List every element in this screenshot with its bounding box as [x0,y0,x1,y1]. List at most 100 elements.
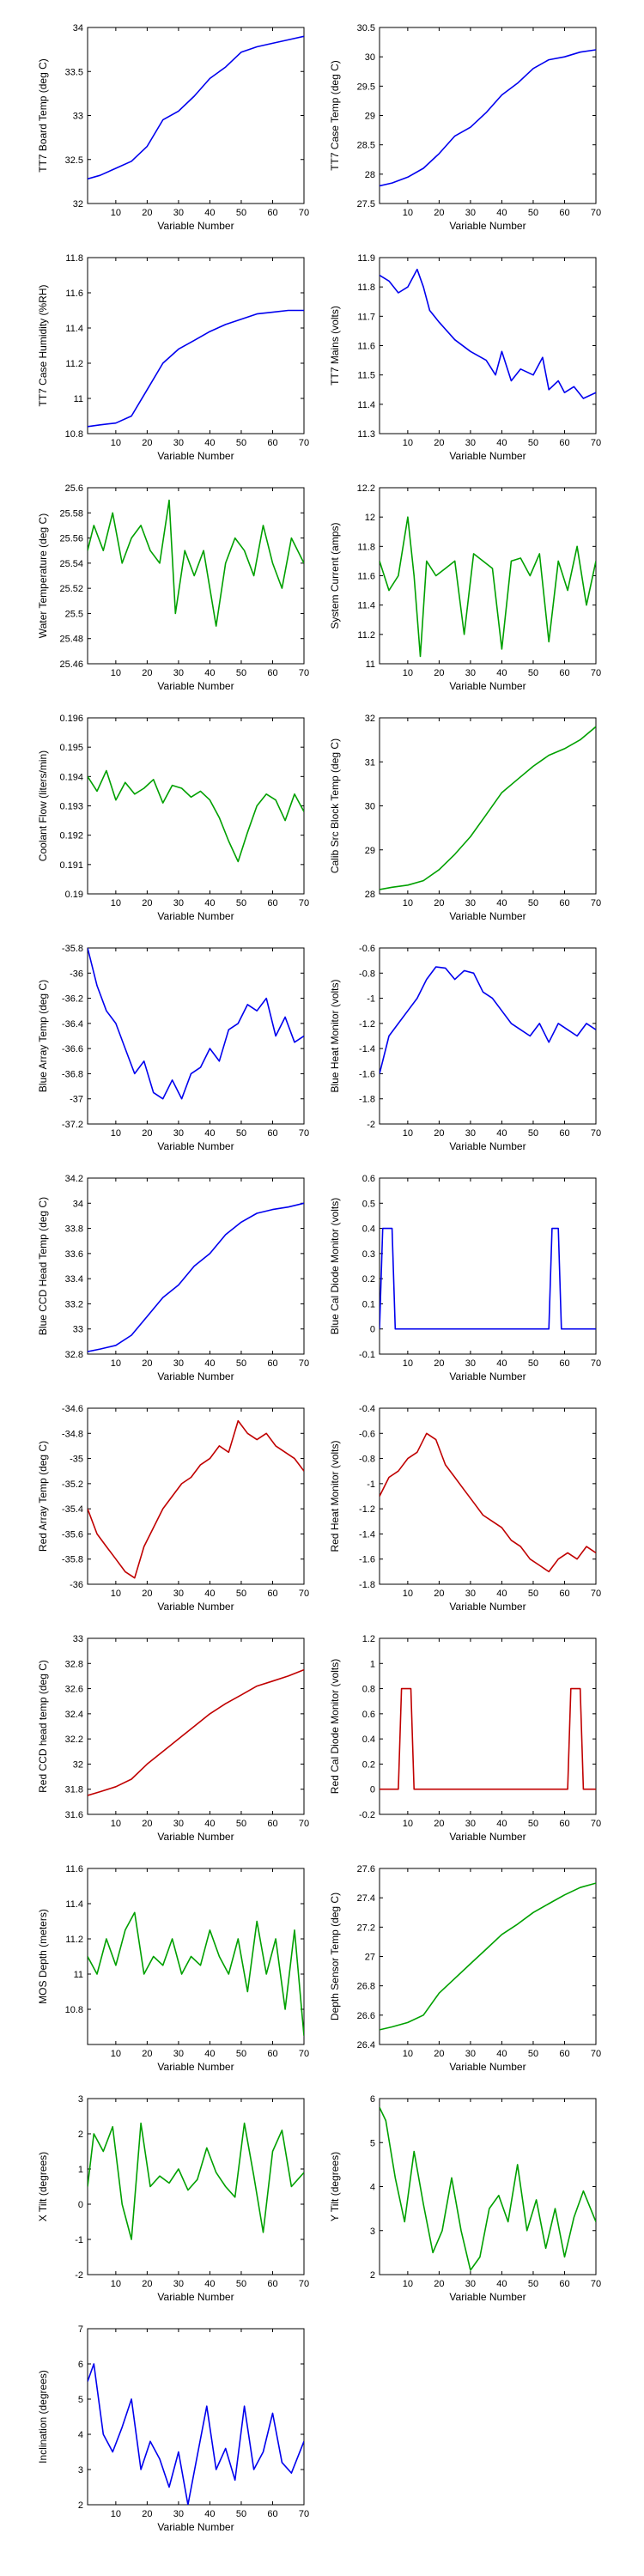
x-tick-label: 30 [173,2279,184,2289]
x-tick-label: 40 [496,1819,507,1829]
x-tick-label: 60 [267,208,277,218]
y-tick-label: 4 [370,2183,375,2193]
x-tick-label: 10 [111,2049,121,2059]
x-tick-label: 50 [528,1358,538,1369]
y-tick-label: 5 [78,2395,83,2405]
y-tick-label: 7 [78,2324,83,2335]
plot-frame [379,1407,597,1585]
y-tick-label: 32 [73,1759,83,1770]
y-tick-label: 1.2 [362,1634,375,1644]
y-tick-label: 25.58 [59,508,83,519]
x-tick-label: 60 [559,2049,569,2059]
y-tick-label: 33.5 [65,67,83,77]
y-tick-label: 32.8 [65,1659,83,1669]
y-tick-label: 32 [365,714,375,724]
y-tick-label: -0.4 [359,1404,375,1414]
y-tick-label: 31.8 [65,1785,83,1795]
series-line [88,2363,304,2505]
x-axis-label: Variable Number [157,2521,234,2533]
y-tick-label: 27 [365,1953,375,1963]
x-tick-label: 60 [267,1589,277,1599]
x-tick-label: 30 [173,2509,184,2519]
y-tick-label: 0 [370,1325,375,1335]
y-tick-label: -1.2 [359,1019,375,1030]
series-line [88,948,304,1100]
x-tick-label: 50 [236,1819,246,1829]
y-tick-label: 0 [370,1785,375,1795]
x-tick-label: 50 [236,208,246,218]
series-line [380,1687,596,1790]
x-tick-label: 70 [299,438,309,448]
plot-frame [379,947,597,1125]
y-axis-label: TT7 Case Humidity (%RH) [37,284,49,406]
y-tick-label: 0.4 [362,1224,375,1235]
y-tick-label: 11 [74,394,83,404]
x-tick-label: 20 [142,668,152,678]
x-tick-label: 30 [465,2279,476,2289]
y-tick-label: 33 [73,1634,83,1644]
x-tick-label: 60 [559,668,569,678]
y-tick-label: 1 [78,2165,83,2175]
y-tick-label: 11.4 [357,601,375,611]
y-tick-label: 32.2 [65,1735,83,1745]
x-tick-label: 30 [173,438,184,448]
y-tick-label: 11.4 [65,1899,83,1910]
x-axis-label: Variable Number [449,1140,526,1152]
x-tick-label: 10 [403,1819,413,1829]
x-tick-label: 20 [434,1128,444,1139]
plot-frame [379,717,597,895]
y-axis-label: MOS Depth (meters) [37,1909,49,2004]
x-tick-label: 30 [173,1589,184,1599]
y-tick-label: 11.6 [65,289,83,299]
y-axis-label: Water Temperature (deg C) [37,513,49,638]
x-axis-label: Variable Number [157,2061,234,2073]
series-line [88,2122,304,2240]
plot-frame [87,947,305,1125]
y-tick-label: -0.2 [359,1810,375,1820]
x-axis-label: Variable Number [449,220,526,232]
x-tick-label: 60 [559,2279,569,2289]
x-tick-label: 40 [204,1358,215,1369]
y-tick-label: 6 [78,2360,83,2370]
y-tick-label: 25.48 [59,635,83,645]
x-tick-label: 10 [111,208,121,218]
y-axis-label: Blue Cal Diode Monitor (volts) [329,1198,341,1334]
y-tick-label: -36 [70,1580,83,1590]
y-tick-label: -1.8 [359,1095,375,1105]
y-tick-label: 3 [78,2465,83,2476]
chart-red-heat-monitor: 10 20 30 40 50 60 70 -1.8 -1.6 -1.4 -1.2 -1 -0.8 -0.6… [329,1404,601,1613]
y-tick-label: -1.8 [359,1580,375,1590]
x-tick-label: 40 [204,2509,215,2519]
y-tick-label: 11.4 [65,324,83,334]
series-line [88,499,304,627]
x-tick-label: 70 [299,208,309,218]
x-tick-label: 70 [591,208,601,218]
x-tick-label: 10 [403,668,413,678]
y-tick-label: 0 [78,2200,83,2210]
x-tick-label: 20 [142,1589,152,1599]
y-tick-label: 0.6 [362,1174,375,1184]
y-axis-label: Depth Sensor Temp (deg C) [329,1893,341,2020]
y-tick-label: 33 [73,1325,83,1335]
y-tick-label: -1.4 [359,1529,375,1540]
x-tick-label: 60 [267,1358,277,1369]
y-tick-label: 12 [365,513,375,523]
x-tick-label: 60 [559,1819,569,1829]
plot-frame [379,1177,597,1355]
x-tick-label: 30 [173,1128,184,1139]
y-tick-label: -2 [75,2270,83,2281]
y-tick-label: 33.6 [65,1249,83,1260]
x-tick-label: 70 [299,2049,309,2059]
y-tick-label: 11 [74,1970,83,1980]
x-tick-label: 50 [528,1128,538,1139]
y-tick-label: -1.6 [359,1069,375,1079]
y-axis-label: Calib Src Block Temp (deg C) [329,738,341,873]
plot-frame [87,1637,305,1815]
series-line [380,2106,596,2271]
x-axis-label: Variable Number [449,2061,526,2073]
y-tick-label: -37 [70,1095,83,1105]
y-tick-label: -1.4 [359,1044,375,1054]
y-tick-label: -36.4 [62,1019,83,1030]
x-tick-label: 30 [465,208,476,218]
